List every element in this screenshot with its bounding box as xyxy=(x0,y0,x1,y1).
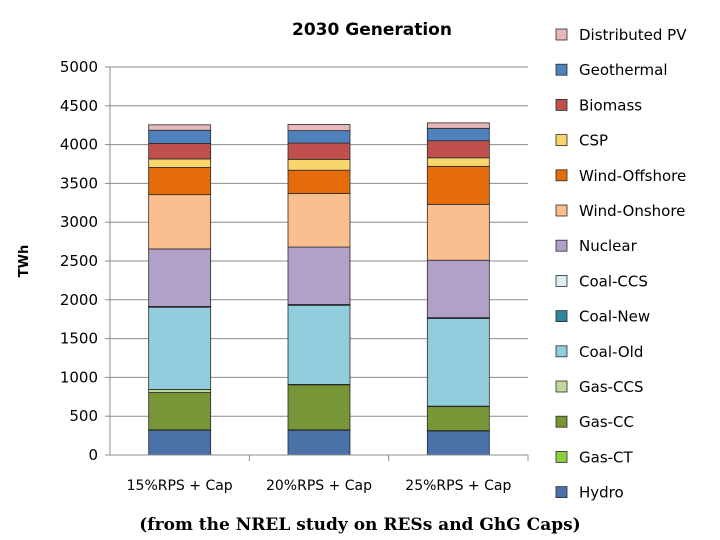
bar-segment-wind-onshore xyxy=(148,194,212,250)
y-tick-label: 500 xyxy=(69,407,98,425)
legend-swatch-nuclear xyxy=(555,239,568,252)
bar-segment-biomass xyxy=(426,140,490,159)
bar-segment-wind-onshore xyxy=(287,193,351,248)
legend-swatch-csp xyxy=(555,134,568,147)
legend-label: Wind-Onshore xyxy=(579,202,685,220)
legend-label: Nuclear xyxy=(579,237,638,255)
bar-segment-csp xyxy=(287,158,351,171)
legend-label: CSP xyxy=(579,132,608,150)
bar-segment-hydro xyxy=(148,429,212,456)
legend-swatch-wind-onshore xyxy=(555,204,568,217)
figure-caption: (from the NREL study on RESs and GhG Cap… xyxy=(139,515,581,535)
y-tick-label: 5000 xyxy=(60,58,98,76)
y-tick-label: 3000 xyxy=(60,213,98,231)
bar-segment-wind-offshore xyxy=(426,165,490,205)
legend-label: Wind-Offshore xyxy=(579,167,686,185)
bar-segment-geothermal xyxy=(287,130,351,144)
legend-swatch-coal-ccs xyxy=(555,274,568,287)
chart-title: 2030 Generation xyxy=(292,20,452,40)
bar-segment-gas-ccs xyxy=(148,389,212,393)
bar-segment-gas-cc xyxy=(148,392,212,431)
y-tick-label: 0 xyxy=(88,446,98,464)
bar-segment-wind-offshore xyxy=(287,169,351,194)
y-tick-label: 2500 xyxy=(60,252,98,270)
legend-label: Hydro xyxy=(579,484,624,502)
bar-segment-geothermal xyxy=(148,129,212,144)
legend-swatch-distributed-pv xyxy=(555,28,568,41)
bar-segment-distributed-pv xyxy=(148,124,212,131)
legend-swatch-wind-offshore xyxy=(555,169,568,182)
x-category-label: 25%RPS + Cap xyxy=(405,478,511,494)
legend-label: Gas-CT xyxy=(579,448,634,466)
y-tick-label: 4500 xyxy=(60,97,98,115)
bar-segment-hydro xyxy=(426,430,490,456)
legend-label: Biomass xyxy=(579,96,642,114)
bar-segment-nuclear xyxy=(148,248,212,307)
y-axis-label: TWh xyxy=(17,245,32,277)
y-tick-label: 2000 xyxy=(60,291,98,309)
legend-swatch-biomass xyxy=(555,99,568,111)
bar-segment-distributed-pv xyxy=(287,124,351,132)
x-category-label: 15%RPS + Cap xyxy=(127,478,233,494)
bar-segment-gas-cc xyxy=(426,406,490,431)
legend-swatch-gas-ccs xyxy=(555,380,568,393)
y-tick-label: 3500 xyxy=(60,174,98,192)
bar-segment-csp xyxy=(148,158,212,168)
bar-segment-gas-cc xyxy=(287,384,351,431)
legend-label: Coal-New xyxy=(579,308,650,326)
bar-segment-coal-old xyxy=(426,318,490,407)
legend-label: Coal-Old xyxy=(579,343,643,361)
bar-segment-biomass xyxy=(287,142,351,160)
y-tick-label: 1000 xyxy=(60,368,98,386)
bar-segment-coal-old xyxy=(148,306,212,390)
legend-label: Gas-CCS xyxy=(579,378,644,396)
bar-segment-hydro xyxy=(287,429,351,456)
legend-label: Geothermal xyxy=(579,61,668,79)
bar-segment-csp xyxy=(426,157,490,167)
legend-swatch-coal-new xyxy=(555,310,568,323)
y-tick-label: 4000 xyxy=(60,136,98,154)
x-category-label: 20%RPS + Cap xyxy=(266,478,372,494)
bar-segment-distributed-pv xyxy=(426,122,490,129)
legend-swatch-coal-old xyxy=(555,345,568,358)
bar-segment-wind-offshore xyxy=(148,167,212,196)
generation-chart: 2030 Generation TWh 0 500 1000 1500 2000 2500… xyxy=(17,20,687,502)
legend-label: Distributed PV xyxy=(579,26,687,44)
bar-segment-biomass xyxy=(148,143,212,160)
legend-swatch-hydro xyxy=(555,486,568,499)
legend-label: Coal-CCS xyxy=(579,272,648,290)
legend-label: Gas-CC xyxy=(579,413,634,431)
y-tick-label: 1500 xyxy=(60,330,98,348)
legend-swatch-gas-cc xyxy=(555,415,568,428)
bar-segment-geothermal xyxy=(426,127,490,142)
bar-segment-wind-onshore xyxy=(426,203,490,261)
bar-segment-nuclear xyxy=(426,259,490,319)
legend-swatch-geothermal xyxy=(555,63,568,76)
bar-segment-nuclear xyxy=(287,246,351,305)
bar-segment-coal-old xyxy=(287,304,351,385)
legend-swatch-gas-ct xyxy=(555,450,568,463)
